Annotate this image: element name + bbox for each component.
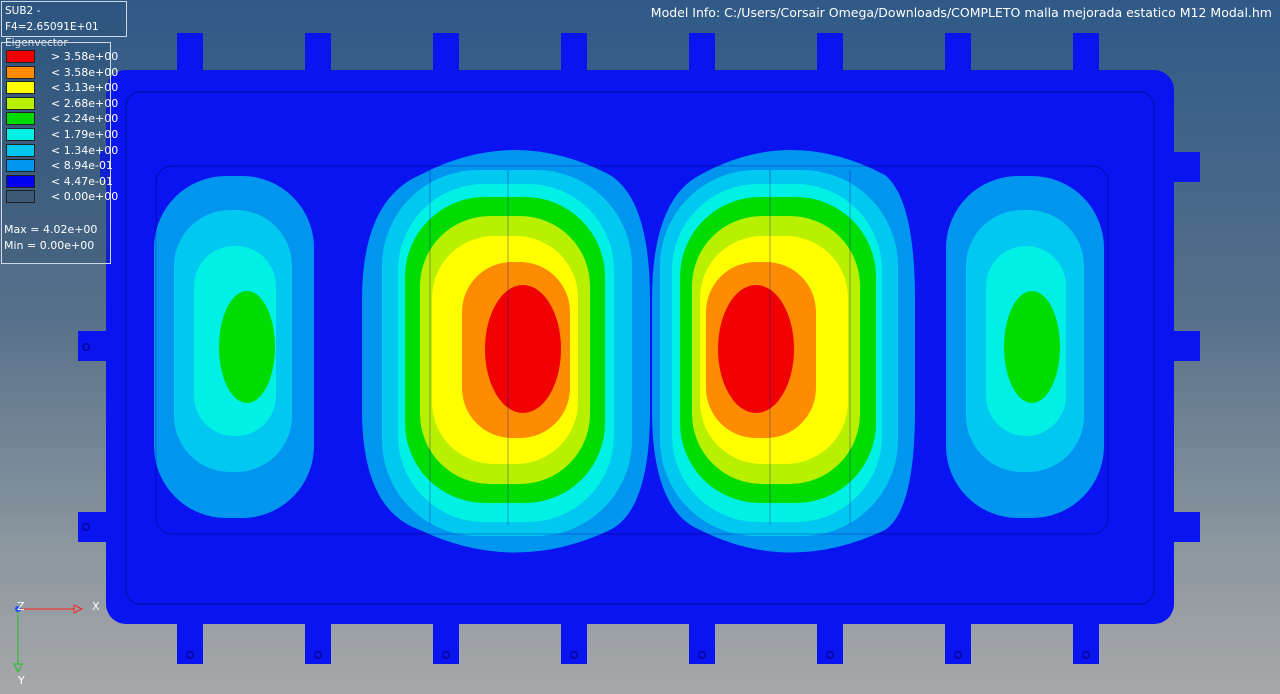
legend-label: > 3.58e+00 bbox=[51, 50, 119, 63]
legend-label: < 1.34e+00 bbox=[51, 143, 119, 157]
legend-swatch bbox=[6, 65, 35, 79]
subcase-label: SUB2 - F4=2.65091E+01 bbox=[5, 5, 99, 33]
legend-label: < 0.00e+00 bbox=[51, 190, 119, 204]
legend-label: < 4.47e-01 bbox=[51, 174, 113, 188]
legend-swatch bbox=[6, 112, 35, 126]
legend-swatch bbox=[6, 96, 35, 110]
contour-region-center-left bbox=[362, 150, 650, 553]
legend-entry: < 1.79e+00 bbox=[5, 127, 118, 143]
model-info-label: Model Info: C:/Users/Corsair Omega/Downl… bbox=[650, 5, 1272, 20]
legend-entry: < 3.58e+00 bbox=[5, 65, 118, 81]
axis-z-label: Z bbox=[17, 600, 25, 613]
legend-entry: < 0.00e+00 bbox=[5, 189, 118, 205]
legend-entry: < 2.68e+00 bbox=[5, 96, 118, 112]
bolt-holes bbox=[82, 343, 1090, 659]
axis-triad bbox=[13, 604, 84, 674]
axis-x-label: X bbox=[92, 600, 100, 613]
legend-swatch bbox=[6, 174, 35, 188]
legend-max-value: Max = 4.02e+00 bbox=[4, 223, 98, 236]
axis-y-label: Y bbox=[18, 674, 25, 687]
legend-entry: < 4.47e-01 bbox=[5, 174, 113, 190]
legend-swatch bbox=[6, 81, 35, 95]
legend-entry: < 8.94e-01 bbox=[5, 158, 113, 174]
legend-entry: < 2.24e+00 bbox=[5, 111, 118, 127]
legend-label: < 2.24e+00 bbox=[51, 112, 119, 126]
legend-label: < 1.79e+00 bbox=[51, 128, 119, 141]
legend-label: < 2.68e+00 bbox=[51, 96, 119, 110]
contour-region-center-right bbox=[652, 150, 915, 553]
legend-min-value: Min = 0.00e+00 bbox=[4, 239, 95, 252]
legend-entry: < 3.13e+00 bbox=[5, 80, 118, 96]
legend-swatch bbox=[6, 143, 35, 157]
plate-model bbox=[78, 33, 1200, 664]
legend-swatch bbox=[6, 159, 35, 173]
legend-swatch bbox=[6, 190, 35, 204]
contour-region-right bbox=[946, 176, 1104, 518]
plate-rib-lines bbox=[155, 165, 1109, 535]
legend-label: < 3.58e+00 bbox=[51, 65, 119, 79]
legend-swatch bbox=[6, 50, 35, 63]
contour-region-left bbox=[154, 176, 314, 518]
legend-label: < 8.94e-01 bbox=[51, 159, 113, 173]
contour-legend[interactable]: > 3.58e+00 < 3.58e+00 < 3.13e+00 < 2.68e… bbox=[1, 42, 118, 264]
legend-entry: < 1.34e+00 bbox=[5, 143, 118, 159]
legend-label: < 3.13e+00 bbox=[51, 81, 119, 95]
result-title-box: SUB2 - F4=2.65091E+01 Eigenvector bbox=[1, 1, 127, 49]
legend-swatch bbox=[6, 128, 35, 141]
plate-inner-edge bbox=[125, 91, 1155, 605]
result-type-label: Eigenvector bbox=[5, 37, 68, 49]
legend-entry: > 3.58e+00 bbox=[5, 49, 118, 65]
